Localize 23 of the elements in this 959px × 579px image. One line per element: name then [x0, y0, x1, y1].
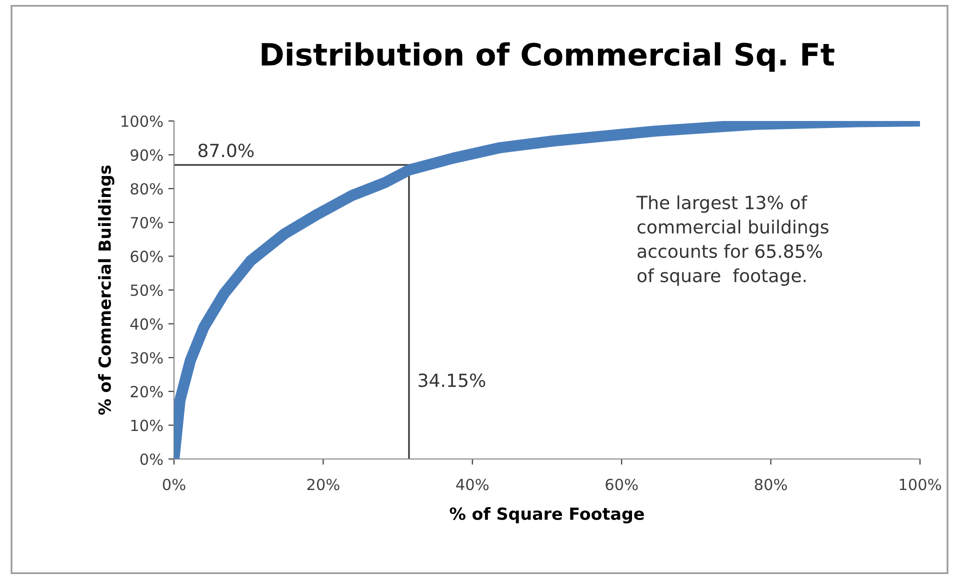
annotation: 87.0%	[198, 144, 254, 158]
y-tick-label: 40%	[130, 318, 163, 330]
annotation: The largest 13% of commercial buildings accounts for 65.85% of square footage.	[636, 195, 828, 286]
x-axis-title: % of Square Footage	[450, 507, 644, 524]
x-tick-label: 80%	[754, 478, 787, 490]
y-tick-label: 90%	[130, 149, 163, 161]
y-axis-title: % of Commercial Buildings	[98, 165, 114, 415]
y-tick-label: 100%	[122, 115, 163, 128]
y-tick-label: 10%	[131, 420, 163, 432]
y-tick-label: 80%	[130, 183, 163, 195]
annotation: 34.15%	[418, 373, 486, 388]
y-tick-label: 0%	[140, 453, 163, 466]
x-tick-label: 20%	[307, 478, 340, 490]
y-tick-label: 70%	[130, 216, 163, 228]
y-tick-label: 60%	[130, 250, 163, 262]
x-tick-label: 0%	[162, 478, 186, 490]
x-tick-label: 60%	[606, 478, 638, 490]
chart-title: Distribution of Commercial Sq. Ft	[262, 42, 834, 72]
x-tick-label: 100%	[900, 478, 941, 490]
y-tick-label: 30%	[130, 352, 163, 364]
y-tick-label: 50%	[130, 284, 163, 296]
y-tick-label: 20%	[130, 386, 163, 398]
x-tick-label: 40%	[456, 478, 489, 490]
